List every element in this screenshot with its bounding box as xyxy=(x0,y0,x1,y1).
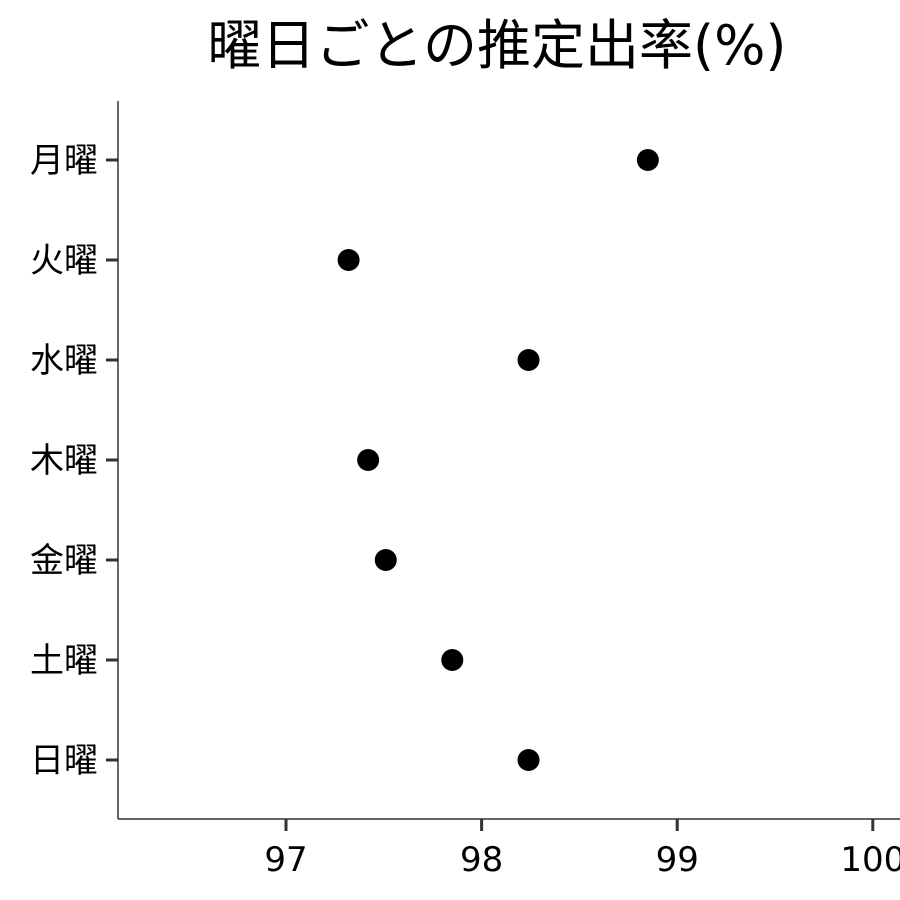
data-point xyxy=(337,249,360,271)
data-point xyxy=(441,649,464,671)
x-tick-label: 97 xyxy=(264,840,307,880)
y-tick-label: 日曜 xyxy=(30,741,98,781)
y-tick-label: 木曜 xyxy=(30,441,98,481)
x-tick-label: 100 xyxy=(840,840,900,880)
x-tick-label: 98 xyxy=(460,840,503,880)
data-point xyxy=(636,149,659,171)
data-point xyxy=(517,349,540,371)
data-point xyxy=(357,449,380,471)
x-axis-ticks: 97 98 99 100 xyxy=(264,819,900,880)
data-points xyxy=(337,149,659,771)
data-point xyxy=(374,549,397,571)
y-tick-label: 火曜 xyxy=(30,241,98,281)
y-tick-label: 金曜 xyxy=(30,541,98,581)
x-tick-label: 99 xyxy=(656,840,699,880)
y-tick-label: 月曜 xyxy=(30,141,98,181)
y-tick-label: 土曜 xyxy=(30,641,98,681)
data-point xyxy=(517,749,540,771)
y-tick-label: 水曜 xyxy=(30,341,98,381)
chart-title: 曜日ごとの推定出率(%) xyxy=(208,14,787,77)
